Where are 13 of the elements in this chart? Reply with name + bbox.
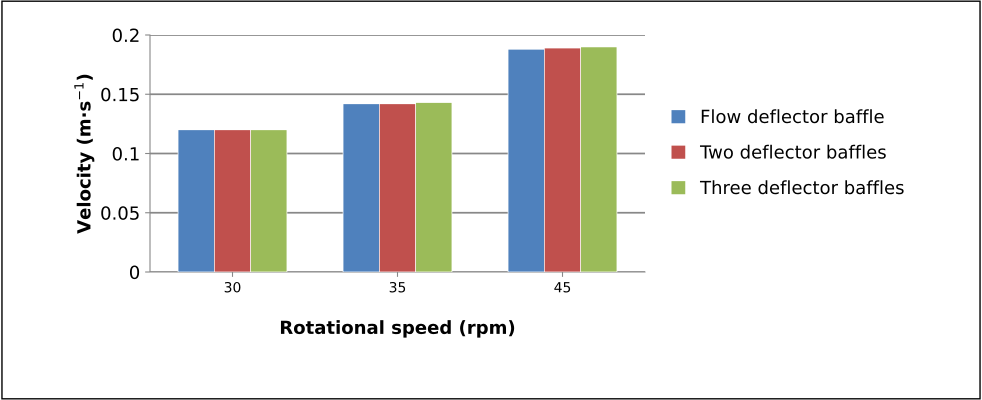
y-axis-title: Velocity (m·s$^{−1}$) — [74, 74, 94, 234]
x-tick-label: 35 — [390, 282, 406, 292]
legend-label: Two deflector baffles — [700, 144, 886, 159]
y-tick-label: 0.05 — [101, 206, 139, 220]
y-tick-label: 0.1 — [112, 146, 139, 161]
y-tick-label: 0.15 — [101, 88, 139, 102]
legend-label: Three deflector baffles — [700, 180, 904, 194]
x-tick-label: 45 — [554, 282, 570, 292]
legend-label: Flow deflector baffle — [702, 109, 884, 124]
y-tick-label: 0.2 — [112, 28, 138, 42]
y-tick-label: 0 — [130, 265, 140, 280]
x-tick-label: 30 — [224, 282, 240, 292]
x-axis-title: Rotational speed (rpm) — [280, 320, 514, 338]
